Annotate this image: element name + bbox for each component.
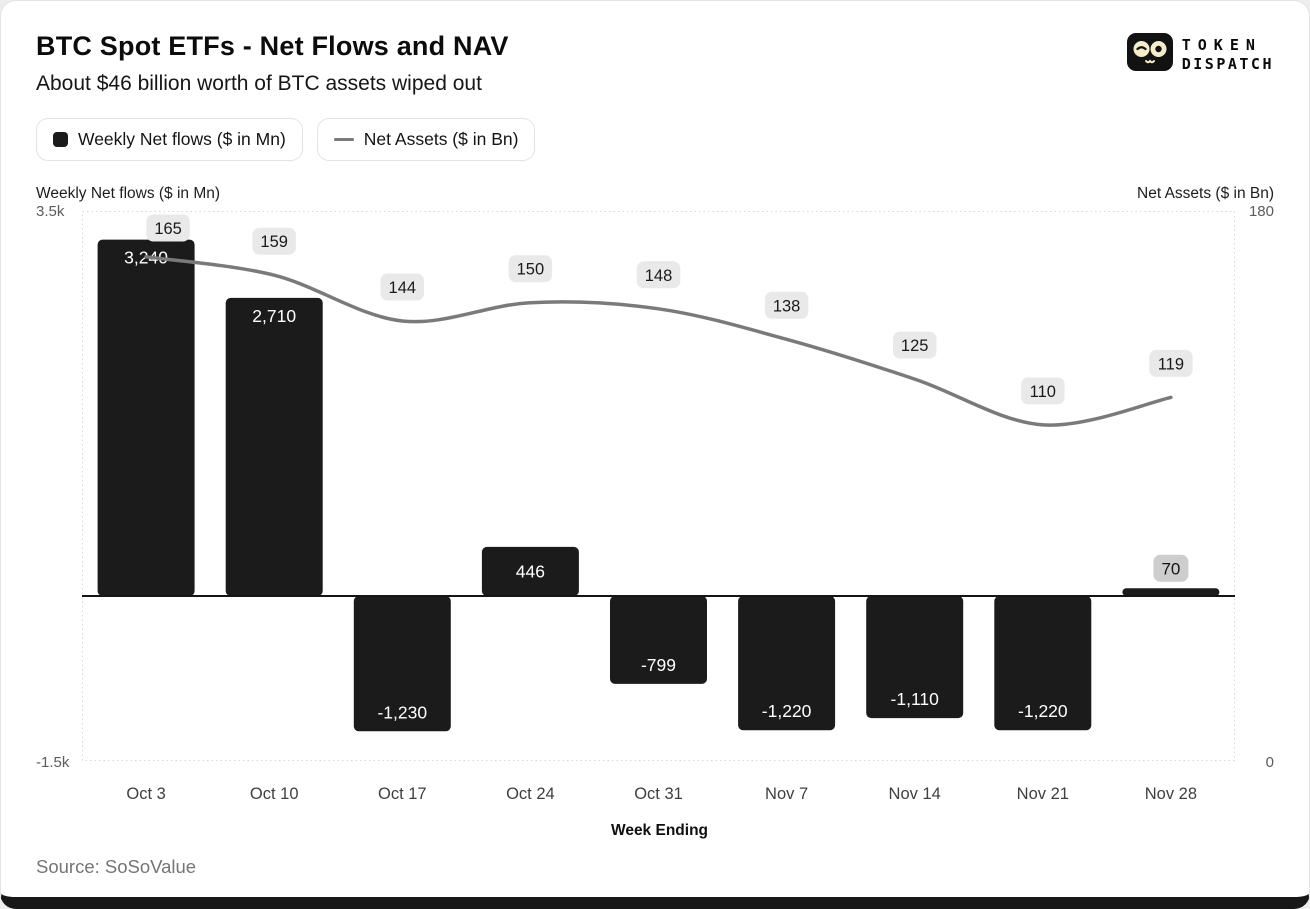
line-label: 144 [388, 279, 416, 297]
x-tick-label: Nov 21 [1017, 785, 1069, 803]
line-label-chip [252, 227, 296, 255]
bar-nov-7 [738, 596, 836, 731]
brand-logo: TOKEN DISPATCH [1126, 27, 1274, 76]
axis-titles: Weekly Net flows ($ in Mn) Net Assets ($… [36, 185, 1274, 203]
right-axis-title: Net Assets ($ in Bn) [1137, 185, 1274, 202]
left-axis-tick-top: 3.5k [36, 203, 65, 220]
line-label: 159 [260, 233, 288, 251]
bar-label: -1,220 [1018, 701, 1068, 721]
header: BTC Spot ETFs - Net Flows and NAV About … [36, 27, 1274, 96]
page-subtitle: About $46 billion worth of BTC assets wi… [36, 72, 482, 95]
line-label-chip [508, 255, 553, 283]
x-tick-label: Oct 3 [126, 785, 165, 803]
plot-border [81, 211, 1235, 761]
title-block: BTC Spot ETFs - Net Flows and NAV About … [36, 27, 509, 96]
bar-oct-31 [609, 596, 707, 684]
line-label-chip [764, 291, 809, 319]
chart-area: 3.5k -1.5k 3,240 2,710 -1,230 446 -799 -1,220… [36, 203, 1274, 820]
line-label: 150 [517, 261, 545, 279]
x-tick-label: Oct 31 [634, 785, 683, 803]
bar-label: 2,710 [252, 306, 296, 326]
left-axis-title: Weekly Net flows ($ in Mn) [36, 185, 221, 202]
bar-label-chip [1153, 554, 1189, 582]
right-axis-ticks: 180 0 [1235, 203, 1274, 771]
x-tick-label: Nov 28 [1145, 785, 1197, 803]
logo-line-1: TOKEN [1181, 35, 1262, 54]
bar-oct-3 [97, 239, 195, 596]
legend-item-net-flows[interactable]: Weekly Net flows ($ in Mn) [36, 118, 303, 161]
bar-label: 446 [516, 562, 545, 582]
bar-label: -799 [641, 655, 676, 675]
bar-label: -1,110 [890, 689, 939, 709]
line-label: 138 [773, 297, 801, 315]
right-axis-tick-top: 180 [1248, 203, 1274, 220]
left-axis-tick-bottom: -1.5k [36, 754, 70, 771]
bar-label: 70 [1161, 559, 1180, 578]
x-tick-label: Oct 24 [506, 785, 555, 803]
bar-nov-28 [1122, 588, 1220, 596]
line-label-chip [1021, 377, 1065, 405]
bar-swatch-icon [53, 132, 68, 147]
line-label-chip [892, 331, 937, 359]
line-label: 119 [1158, 355, 1184, 373]
logo-line-2: DISPATCH [1181, 54, 1274, 73]
legend-label-net-flows: Weekly Net flows ($ in Mn) [78, 129, 286, 149]
bar-label: -1,220 [762, 701, 812, 721]
bar-nov-14 [866, 596, 964, 719]
bar-nov-21 [994, 596, 1092, 731]
net-assets-line [144, 255, 1173, 427]
line-label: 110 [1030, 383, 1056, 401]
chart-plot: 3,2402,710-1,230446-799-1,220-1,110-1,22… [81, 211, 1235, 803]
line-label: 165 [154, 220, 182, 238]
bar-oct-17 [353, 596, 451, 732]
x-tick-label: Nov 7 [765, 785, 808, 803]
x-tick-label: Nov 14 [888, 785, 940, 803]
x-tick-label: Oct 17 [378, 785, 427, 803]
x-tick-label: Oct 10 [250, 785, 299, 803]
page-title: BTC Spot ETFs - Net Flows and NAV [36, 31, 509, 61]
legend: Weekly Net flows ($ in Mn) Net Assets ($… [36, 118, 1274, 161]
owl-logo-icon [1126, 33, 1173, 76]
legend-item-net-assets[interactable]: Net Assets ($ in Bn) [316, 118, 536, 161]
line-swatch-icon [333, 137, 354, 142]
plot-region: 3,240 2,710 -1,230 446 -799 -1,220 -1,110 -1,22… [81, 211, 1235, 820]
left-axis-ticks: 3.5k -1.5k [36, 203, 82, 771]
line-label-chip [636, 261, 681, 289]
bar-oct-24 [481, 546, 579, 596]
legend-label-net-assets: Net Assets ($ in Bn) [363, 129, 519, 149]
line-label-chip [1149, 349, 1193, 377]
line-label-chip [380, 273, 424, 301]
bar-label: -1,230 [377, 702, 427, 722]
x-axis-title: Week Ending [610, 822, 709, 839]
line-label: 125 [901, 337, 929, 355]
right-axis-tick-bottom: 0 [1265, 754, 1274, 771]
line-label-chip [146, 214, 190, 242]
logo-wordmark: TOKEN DISPATCH [1182, 36, 1274, 74]
line-label: 148 [645, 267, 673, 285]
source-text: Source: SoSoValue [36, 856, 197, 877]
bar-oct-10 [225, 297, 323, 596]
